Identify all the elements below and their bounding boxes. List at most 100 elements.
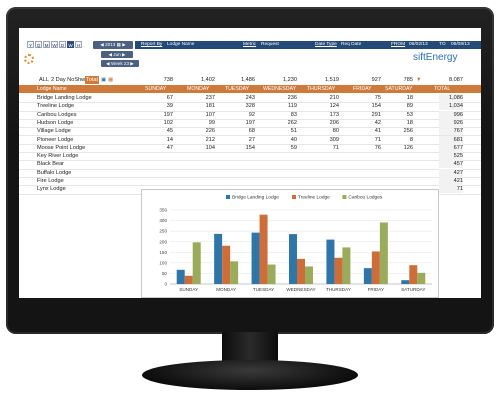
day-value-cell: 80 [332, 128, 339, 135]
lodge-name-cell[interactable]: Buffalo Lodge [37, 169, 72, 176]
bar [305, 266, 313, 284]
week-value: Week 23 [110, 61, 130, 66]
filter-tab-total[interactable]: Total [85, 76, 99, 84]
legend-label: Caribou Lodges [348, 195, 382, 201]
lodge-name-cell[interactable]: Black Bear [37, 161, 65, 168]
year-navigator[interactable]: ◀ 2013 ▦ ▶ [93, 41, 133, 49]
summary-thursday: 1,519 [325, 77, 339, 83]
table-row[interactable]: Moose Point Lodge 47 104 154 59 71 76 126 677 [19, 143, 481, 154]
summary-saturday: 785 [403, 77, 413, 83]
next-week-icon[interactable]: ▶ [130, 61, 134, 66]
filter-tab-all[interactable]: ALL [39, 77, 49, 83]
prev-month-icon[interactable]: ◀ [108, 52, 112, 57]
table-row[interactable]: Village Lodge 45 226 68 51 80 41 256 767 [19, 127, 481, 137]
date-type-label[interactable]: Date Type [315, 42, 337, 47]
filter-tab-noshow[interactable]: 2 Day NoShw [51, 77, 86, 83]
to-date[interactable]: 06/08/13 [451, 42, 470, 47]
day-value-cell: 126 [403, 144, 413, 151]
from-label[interactable]: FROM [391, 42, 406, 47]
table-row[interactable]: Key River Lodge 525 [19, 152, 481, 162]
total-cell: 421 [439, 177, 463, 185]
next-month-icon[interactable]: ▶ [121, 52, 126, 57]
table-row[interactable]: Fire Lodge 421 [19, 177, 481, 187]
summary-row: ALL 2 Day NoShw Total ▣ ▦ 738 1,402 1,48… [19, 76, 481, 84]
column-header-lodge[interactable]: Lodge Name [37, 86, 67, 92]
period-quarter-button[interactable]: Q [35, 41, 42, 48]
table-row[interactable]: Buffalo Lodge 427 [19, 168, 481, 178]
y-tick-label: 0 [164, 282, 167, 287]
day-value-cell: 68 [248, 128, 255, 135]
bar-chart-icon[interactable]: ▣ [101, 77, 107, 83]
day-value-cell: 71 [374, 136, 381, 143]
column-header-wednesday[interactable]: WEDNESDAY [263, 86, 297, 92]
day-value-cell: 18 [406, 95, 413, 101]
month-navigator[interactable]: ◀ Jun ▶ [101, 51, 133, 58]
lodge-name-cell[interactable]: Caribou Lodges [37, 111, 77, 118]
prev-week-icon[interactable]: ◀ [106, 61, 110, 66]
metric-value[interactable]: Request [261, 42, 279, 47]
column-header-sunday[interactable]: SUNDAY [145, 86, 167, 92]
metric-label[interactable]: Metric [243, 42, 257, 47]
column-header-total[interactable]: TOTAL [434, 86, 451, 92]
total-cell: 677 [439, 143, 463, 152]
lodge-name-cell[interactable]: Moose Point Lodge [37, 144, 86, 151]
day-value-cell [355, 160, 381, 168]
export-icon[interactable]: ▦ [108, 77, 114, 83]
lodge-name-cell[interactable]: Village Lodge [37, 128, 71, 135]
day-value-cell: 53 [406, 111, 413, 118]
table-row[interactable]: Hudson Lodge 102 99 197 262 206 42 18 926 [19, 118, 481, 129]
report-by-value[interactable]: Lodge Name [167, 42, 195, 47]
lodge-name-cell[interactable]: Lynx Lodge [37, 186, 66, 193]
sort-down-icon[interactable]: ▼ [416, 77, 422, 83]
table-row[interactable]: Black Bear 457 [19, 160, 481, 170]
lodge-name-cell[interactable]: Treeline Lodge [37, 103, 75, 110]
period-month-button[interactable]: M [43, 41, 50, 48]
day-value-cell: 154 [245, 144, 255, 151]
x-tick-label: FRIDAY [368, 287, 385, 292]
day-value-cell: 181 [205, 103, 215, 110]
day-value-cell: 226 [205, 128, 215, 135]
total-cell: 1,034 [439, 102, 463, 111]
lodge-name-cell[interactable]: Key River Lodge [37, 153, 79, 160]
day-value-cell [389, 152, 413, 160]
legend-label: Bridge Landing Lodge [232, 195, 279, 201]
report-by-label[interactable]: Report By [141, 42, 163, 47]
period-hour-button[interactable]: H [75, 41, 82, 48]
total-cell: 457 [439, 160, 463, 169]
day-value-cell [149, 177, 173, 185]
table-row[interactable]: Bridge Landing Lodge 67 237 243 236 210 75 18 1,… [19, 94, 481, 104]
table-row[interactable]: Pioneer Lodge 14 212 27 40 309 71 8 681 [19, 135, 481, 145]
column-header-tuesday[interactable]: TUESDAY [225, 86, 250, 92]
legend-swatch [226, 195, 230, 199]
date-type-value[interactable]: Req Date [341, 42, 362, 47]
period-day-button[interactable]: D [59, 41, 66, 48]
bar [289, 234, 297, 284]
prev-year-icon[interactable]: ◀ [100, 42, 104, 47]
year-value: 2013 [105, 42, 116, 47]
lodge-name-cell[interactable]: Hudson Lodge [37, 119, 74, 126]
table-row[interactable]: Caribou Lodges 197 107 92 83 173 291 53 996 [19, 110, 481, 120]
column-header-friday[interactable]: FRIDAY [353, 86, 372, 92]
period-week-button[interactable]: W [51, 41, 58, 48]
from-date[interactable]: 06/02/13 [409, 42, 428, 47]
lodge-name-cell[interactable]: Bridge Landing Lodge [37, 95, 92, 101]
bar [363, 268, 372, 284]
next-year-icon[interactable]: ▶ [122, 42, 126, 47]
bar [371, 251, 380, 284]
day-value-cell [389, 177, 413, 185]
column-header-monday[interactable]: MONDAY [187, 86, 210, 92]
day-value-cell [355, 169, 381, 177]
period-week-selected-button[interactable]: W [67, 41, 74, 48]
table-row[interactable]: Treeline Lodge 39 181 328 119 124 154 89 1,034 [19, 102, 481, 112]
period-year-button[interactable]: Y [27, 41, 34, 48]
calendar-icon[interactable]: ▦ [116, 42, 121, 47]
bar [334, 257, 343, 284]
column-header-thursday[interactable]: THURSDAY [307, 86, 336, 92]
bar [251, 232, 260, 284]
day-value-cell: 59 [290, 144, 297, 151]
week-navigator[interactable]: ◀ Week 23 ▶ [101, 60, 139, 67]
lodge-name-cell[interactable]: Pioneer Lodge [37, 136, 74, 143]
lodge-name-cell[interactable]: Fire Lodge [37, 178, 64, 184]
day-value-cell: 173 [329, 111, 339, 118]
column-header-saturday[interactable]: SATURDAY [385, 86, 413, 92]
